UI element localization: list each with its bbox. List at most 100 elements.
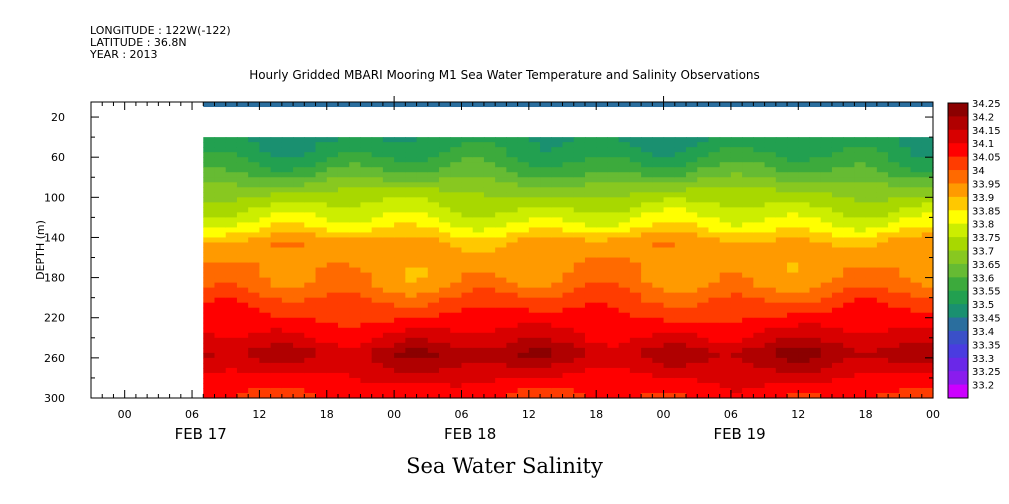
heatmap-cell bbox=[596, 352, 609, 359]
heatmap-cell bbox=[416, 267, 429, 274]
heatmap-cell bbox=[809, 142, 822, 148]
heatmap-cell bbox=[686, 177, 698, 183]
heatmap-cell bbox=[304, 322, 317, 329]
heatmap-cell bbox=[809, 322, 822, 329]
colorbar-label: 33.4 bbox=[972, 327, 994, 338]
heatmap-cell bbox=[865, 167, 878, 173]
heatmap-cell bbox=[798, 142, 811, 148]
heatmap-cell bbox=[495, 272, 507, 279]
heatmap-cell bbox=[674, 207, 687, 213]
heatmap-cell bbox=[326, 252, 339, 259]
heatmap-cell bbox=[719, 382, 732, 389]
heatmap-cell bbox=[618, 217, 631, 224]
heatmap-cell bbox=[573, 137, 586, 143]
heatmap-cell bbox=[326, 287, 339, 294]
heatmap-cell bbox=[259, 147, 272, 153]
heatmap-cell bbox=[831, 297, 844, 304]
heatmap-cell bbox=[416, 272, 429, 279]
heatmap-cell bbox=[641, 392, 653, 399]
heatmap-cell bbox=[865, 177, 878, 183]
heatmap-cell bbox=[888, 272, 900, 279]
heatmap-cell bbox=[360, 262, 373, 269]
heatmap-cell bbox=[540, 377, 552, 384]
heatmap-cell bbox=[506, 207, 519, 213]
heatmap-cell bbox=[641, 362, 653, 369]
heatmap-cell bbox=[697, 272, 710, 279]
heatmap-cell bbox=[686, 267, 698, 274]
heatmap-cell bbox=[854, 307, 867, 314]
heatmap-cell bbox=[528, 147, 541, 153]
heatmap-cell bbox=[326, 237, 339, 244]
heatmap-cell bbox=[472, 137, 485, 143]
colorbar-label: 34 bbox=[972, 166, 985, 177]
heatmap-cell bbox=[248, 382, 260, 389]
heatmap-cell bbox=[281, 242, 294, 249]
heatmap-cell bbox=[719, 267, 732, 274]
heatmap-cell bbox=[495, 387, 507, 394]
heatmap-cell bbox=[450, 287, 463, 294]
heatmap-cell bbox=[382, 367, 395, 374]
heatmap-cell bbox=[439, 312, 451, 319]
heatmap-cell bbox=[708, 297, 721, 304]
heatmap-cell bbox=[618, 207, 631, 213]
heatmap-cell bbox=[236, 252, 249, 259]
heatmap-cell bbox=[618, 187, 631, 193]
heatmap-cell bbox=[641, 152, 653, 158]
heatmap-cell bbox=[259, 332, 272, 339]
heatmap-cell bbox=[764, 147, 777, 153]
heatmap-cell bbox=[910, 202, 923, 208]
heatmap-cell bbox=[742, 217, 754, 224]
heatmap-cell bbox=[304, 237, 317, 244]
heatmap-cell bbox=[326, 277, 339, 284]
heatmap-cell bbox=[528, 252, 541, 259]
colorbar-swatch bbox=[948, 344, 968, 359]
heatmap-cell bbox=[551, 282, 564, 289]
heatmap-cell bbox=[349, 192, 362, 198]
heatmap-cell bbox=[315, 237, 328, 244]
heatmap-cell bbox=[663, 342, 676, 349]
heatmap-cell bbox=[427, 317, 440, 324]
heatmap-cell bbox=[394, 207, 406, 213]
heatmap-cell bbox=[730, 272, 743, 279]
heatmap-cell bbox=[416, 167, 429, 173]
heatmap-cell bbox=[394, 332, 406, 339]
heatmap-cell bbox=[450, 352, 463, 359]
heatmap-cell bbox=[293, 172, 305, 178]
colorbar-swatch bbox=[948, 371, 968, 386]
heatmap-cell bbox=[483, 167, 496, 173]
heatmap-cell bbox=[225, 262, 238, 269]
heatmap-cell bbox=[405, 287, 418, 294]
heatmap-cell bbox=[775, 317, 788, 324]
heatmap-cell bbox=[461, 262, 474, 269]
heatmap-cell bbox=[753, 377, 766, 384]
heatmap-cell bbox=[865, 377, 878, 384]
heatmap-cell bbox=[225, 372, 238, 379]
heatmap-cell bbox=[281, 392, 294, 399]
heatmap-cell bbox=[562, 207, 575, 213]
heatmap-cell bbox=[427, 237, 440, 244]
heatmap-cell bbox=[899, 282, 912, 289]
heatmap-cell bbox=[641, 172, 653, 178]
heatmap-cell bbox=[831, 362, 844, 369]
heatmap-cell bbox=[899, 147, 912, 153]
heatmap-cell bbox=[337, 162, 350, 168]
heatmap-cell bbox=[843, 312, 856, 319]
heatmap-cell bbox=[865, 137, 878, 143]
heatmap-cell bbox=[517, 197, 530, 203]
heatmap-cell bbox=[742, 237, 754, 244]
heatmap-cell bbox=[304, 327, 317, 334]
heatmap-cell bbox=[831, 247, 844, 254]
heatmap-cell bbox=[315, 152, 328, 158]
heatmap-cell bbox=[371, 347, 384, 354]
heatmap-cell bbox=[629, 217, 642, 224]
heatmap-cell bbox=[394, 182, 406, 188]
heatmap-cell bbox=[416, 157, 429, 163]
heatmap-cell bbox=[236, 362, 249, 369]
heatmap-cell bbox=[618, 322, 631, 329]
heatmap-cell bbox=[394, 262, 406, 269]
heatmap-cell bbox=[730, 302, 743, 309]
heatmap-cell bbox=[360, 277, 373, 284]
heatmap-cell bbox=[775, 187, 788, 193]
heatmap-cell bbox=[865, 367, 878, 374]
heatmap-cell bbox=[596, 262, 609, 269]
